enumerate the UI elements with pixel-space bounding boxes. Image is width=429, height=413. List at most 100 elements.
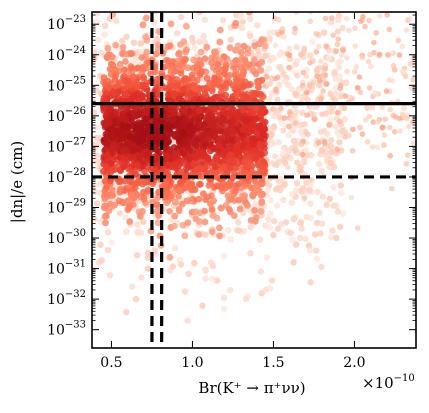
data-point — [119, 43, 127, 51]
data-point — [119, 154, 126, 162]
data-point — [360, 3, 366, 9]
data-point — [250, 120, 258, 128]
data-point — [257, 66, 265, 74]
data-point — [265, 81, 272, 87]
data-point — [406, 15, 413, 22]
data-point — [258, 199, 265, 207]
data-point — [152, 50, 160, 58]
data-point — [307, 52, 314, 59]
data-point — [255, 187, 262, 194]
data-point — [134, 111, 142, 119]
y-tick-label: 10−28 — [47, 167, 86, 186]
data-point — [261, 42, 269, 50]
data-point — [286, 109, 293, 115]
data-point — [301, 86, 308, 92]
data-point — [258, 58, 266, 66]
data-point — [256, 236, 264, 243]
data-point — [202, 266, 209, 273]
data-point — [181, 117, 189, 125]
data-point — [122, 58, 129, 65]
data-point — [195, 231, 203, 239]
data-point — [332, 123, 339, 130]
data-point — [316, 209, 323, 216]
data-point — [197, 180, 204, 188]
data-point — [386, 26, 393, 33]
data-point — [171, 152, 179, 160]
density-points — [92, 3, 416, 324]
data-point — [355, 85, 361, 91]
data-point — [364, 139, 371, 145]
data-point — [362, 23, 368, 30]
data-point — [173, 30, 181, 37]
data-point — [292, 90, 299, 97]
y-tick-label: 10−24 — [47, 45, 86, 64]
data-point — [207, 259, 215, 266]
data-point — [247, 217, 255, 224]
data-point — [166, 42, 174, 50]
data-point — [285, 132, 292, 139]
reference-lines — [92, 12, 416, 348]
data-point — [198, 67, 206, 75]
data-point — [330, 3, 336, 9]
data-point — [250, 56, 258, 63]
data-point — [95, 36, 102, 44]
data-point — [149, 133, 157, 140]
data-point — [174, 81, 181, 88]
data-point — [120, 66, 128, 74]
data-point — [108, 239, 116, 246]
data-point — [310, 79, 317, 86]
data-point — [279, 25, 286, 32]
data-point — [379, 104, 386, 110]
data-point — [281, 115, 288, 121]
data-point — [298, 225, 305, 232]
data-point — [221, 70, 228, 78]
data-point — [163, 199, 171, 207]
data-point — [353, 64, 360, 70]
data-point — [191, 44, 198, 51]
data-point — [119, 113, 127, 120]
data-point — [276, 51, 283, 59]
data-point — [335, 16, 342, 23]
data-point — [94, 18, 101, 25]
data-point — [228, 106, 236, 113]
data-point — [316, 77, 323, 84]
data-point — [352, 68, 358, 75]
data-point — [274, 74, 281, 81]
x-tick-label: 0.5 — [100, 355, 122, 371]
data-point — [286, 52, 293, 58]
data-point — [251, 207, 258, 214]
data-point — [334, 109, 341, 116]
data-point — [316, 43, 322, 50]
data-point — [303, 73, 310, 79]
data-point — [132, 295, 140, 303]
data-point — [234, 141, 242, 149]
data-point — [356, 74, 363, 80]
data-point — [326, 47, 333, 54]
data-point — [336, 64, 343, 71]
data-point — [293, 141, 299, 148]
data-point — [305, 131, 311, 138]
data-point — [216, 38, 224, 46]
data-point — [172, 198, 179, 206]
data-point — [366, 17, 372, 24]
data-point — [297, 128, 304, 135]
data-point — [234, 42, 242, 50]
data-point — [131, 168, 139, 176]
data-point — [318, 167, 325, 174]
data-point — [381, 142, 387, 148]
data-point — [286, 45, 293, 52]
data-point — [280, 33, 287, 40]
data-point — [380, 3, 386, 9]
data-point — [124, 79, 132, 86]
data-point — [113, 17, 120, 24]
data-point — [289, 236, 296, 243]
data-point — [109, 61, 117, 69]
data-point — [335, 36, 342, 42]
data-point — [370, 119, 377, 125]
data-point — [104, 77, 112, 85]
data-point — [247, 15, 254, 23]
data-point — [327, 19, 335, 26]
data-point — [128, 116, 136, 124]
data-point — [322, 15, 329, 22]
